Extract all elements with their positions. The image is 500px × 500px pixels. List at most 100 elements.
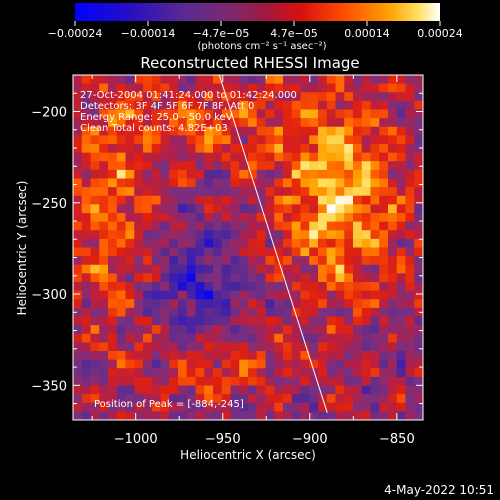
heatmap-cell [178,247,188,257]
heatmap-cell [178,325,188,335]
heatmap-cell [326,75,337,85]
heatmap-cell [213,135,223,145]
heatmap-cell [73,316,83,326]
heatmap-cell [361,359,372,369]
heatmap-cell [221,152,232,162]
heatmap-cell [73,204,83,214]
heatmap-cell [353,273,363,283]
heatmap-cell [353,204,363,214]
heatmap-cell [143,333,153,343]
heatmap-cell [221,264,232,274]
heatmap-cell [221,247,232,257]
heatmap-cell [116,316,127,326]
heatmap-cell [396,118,407,128]
heatmap-cell [379,204,389,214]
heatmap-cell [326,359,337,369]
heatmap-cell [335,316,345,326]
heatmap-cell [370,230,380,240]
heatmap-cell [309,144,319,154]
heatmap-cell [160,264,170,274]
heatmap-cell [73,100,83,111]
heatmap-cell [291,333,302,343]
heatmap-cell [230,316,240,326]
heatmap-cell [291,135,302,145]
heatmap-cell [116,307,127,318]
heatmap-cell [256,299,267,309]
heatmap-cell [291,411,302,420]
heatmap-cell [370,75,380,85]
heatmap-cell [151,273,162,283]
heatmap-cell [388,402,398,412]
heatmap-cell [178,161,188,171]
heatmap-cell [213,92,223,102]
heatmap-cell [195,333,205,343]
heatmap-cell [309,109,319,119]
heatmap-cell [405,264,415,274]
heatmap-cell [361,290,372,300]
heatmap-cell [195,256,205,266]
heatmap-cell [204,221,214,231]
heatmap-cell [379,394,389,404]
heatmap-cell [99,333,109,343]
heatmap-cell [300,126,310,136]
heatmap-cell [73,213,83,223]
heatmap-cell [370,178,380,188]
heatmap-cell [178,221,188,231]
heatmap-cell [344,376,354,387]
heatmap-cell [309,161,319,171]
heatmap-cell [326,144,337,154]
heatmap-cell [414,376,423,387]
heatmap-cell [143,221,153,231]
heatmap-cell [335,187,345,197]
heatmap-cell [108,359,118,369]
heatmap-cell [361,368,372,378]
heatmap-cell [143,109,153,119]
heatmap-cell [186,411,197,420]
heatmap-cell [73,195,83,205]
heatmap-cell [239,290,249,300]
heatmap-cell [361,230,372,240]
heatmap-cell [143,100,153,111]
heatmap-cell [81,256,92,266]
heatmap-cell [160,238,170,249]
heatmap-cell [274,213,284,223]
heatmap-cell [326,169,337,180]
heatmap-cell [230,256,240,266]
heatmap-cell [81,161,92,171]
heatmap-cell [230,144,240,154]
heatmap-cell [291,118,302,128]
heatmap-cell [108,316,118,326]
heatmap-cell [283,118,293,128]
heatmap-cell [134,282,144,292]
heatmap-cell [353,135,363,145]
heatmap-cell [134,256,144,266]
heatmap-cell [151,238,162,249]
heatmap-cell [370,385,380,395]
heatmap-cell [265,213,275,223]
heatmap-cell [125,359,135,369]
heatmap-cell [283,238,293,249]
heatmap-cell [221,187,232,197]
heatmap-cell [204,213,214,223]
heatmap-cell [108,299,118,309]
heatmap-cell [291,75,302,85]
heatmap-cell [414,411,423,420]
heatmap-cell [221,221,232,231]
heatmap-cell [318,204,328,214]
heatmap-cell [116,75,127,85]
heatmap-cell [353,238,363,249]
heatmap-cell [335,178,345,188]
heatmap-cell [178,204,188,214]
heatmap-cell [388,126,398,136]
heatmap-cell [81,247,92,257]
heatmap-cell [178,368,188,378]
heatmap-cell [405,290,415,300]
heatmap-cell [318,333,328,343]
heatmap-cell [178,342,188,352]
heatmap-cell [99,178,109,188]
heatmap-cell [256,282,267,292]
heatmap-cell [388,195,398,205]
heatmap-cell [195,351,205,361]
heatmap-cell [195,152,205,162]
heatmap-cell [283,351,293,361]
